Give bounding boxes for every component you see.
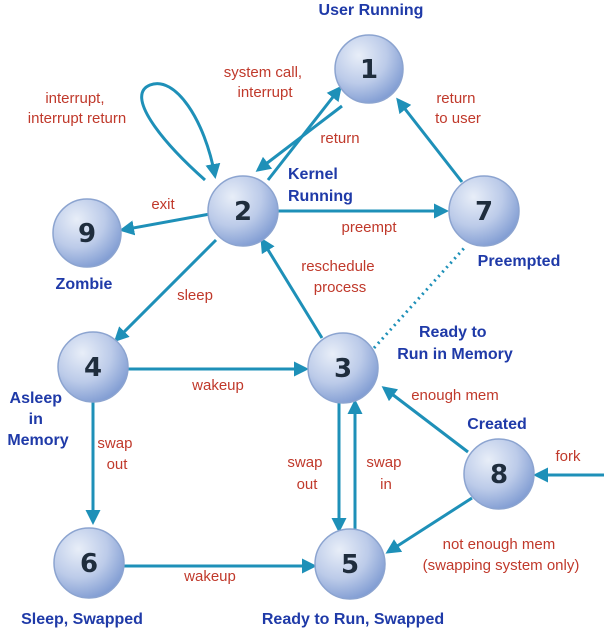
state-node-3: 3 [307,332,379,404]
state-label-1: User Running [319,2,424,19]
svg-text:5: 5 [341,550,359,580]
edge-labels-group: system call, interrupt return interrupt,… [28,64,581,585]
label-reschedule: reschedule process [301,258,379,296]
state-node-5: 5 [314,528,386,600]
state-label-2: Kernel Running [288,166,353,205]
edge-8-to-5 [385,496,473,554]
edge-8-to-3 [381,386,469,454]
state-node-9: 9 [52,198,122,268]
svg-text:9: 9 [78,219,96,249]
svg-text:6: 6 [80,549,98,579]
label-system-call: system call, interrupt [224,64,307,101]
svg-text:4: 4 [84,353,102,383]
state-node-8: 8 [463,438,535,510]
state-node-4: 4 [57,331,129,403]
edge-2-to-9 [119,212,211,236]
state-node-1: 1 [334,34,404,104]
state-label-8: Created [467,416,527,433]
state-label-4: Asleep in Memory [7,390,68,449]
edge-7-to-1 [396,97,464,183]
svg-text:3: 3 [334,354,352,384]
state-node-6: 6 [53,527,125,599]
state-node-2: 2 [207,175,279,247]
edge-2-self-loop [140,82,221,182]
label-wakeup-mem: wakeup [191,377,244,394]
label-return: return [320,130,359,147]
label-preempt: preempt [341,219,397,236]
state-label-6: Sleep, Swapped [21,611,143,628]
label-swap-out-3: swap out [287,454,326,493]
label-swap-out-4: swap out [97,435,136,473]
svg-text:8: 8 [490,460,508,490]
state-label-3: Ready to Run in Memory [397,324,513,363]
edge-3-to-2 [260,237,324,339]
label-not-enough-mem: not enough mem (swapping system only) [423,536,580,574]
state-labels-group: User Running Kernel Running Ready to Run… [7,2,560,628]
label-return-to-user: return to user [435,90,481,127]
label-exit: exit [151,196,175,213]
nodes-group: 1 2 3 4 5 6 7 8 [52,34,535,600]
label-enough-mem: enough mem [411,387,499,404]
edge-3-to-7-dotted [372,244,468,350]
label-swap-in: swap in [366,454,405,493]
svg-text:1: 1 [360,55,378,85]
label-interrupt-return: interrupt, interrupt return [28,90,126,127]
state-label-7: Preempted [478,253,561,270]
edge-1-to-2 [255,104,343,172]
label-sleep: sleep [177,287,213,304]
svg-text:2: 2 [234,197,252,227]
state-label-9: Zombie [56,276,113,293]
state-node-7: 7 [448,175,520,247]
label-fork: fork [555,448,581,465]
label-wakeup-swapped: wakeup [183,568,236,585]
state-label-5: Ready to Run, Swapped [262,611,444,628]
edge-2-to-4 [113,238,218,343]
edges-group [85,82,604,574]
svg-text:7: 7 [475,197,493,227]
